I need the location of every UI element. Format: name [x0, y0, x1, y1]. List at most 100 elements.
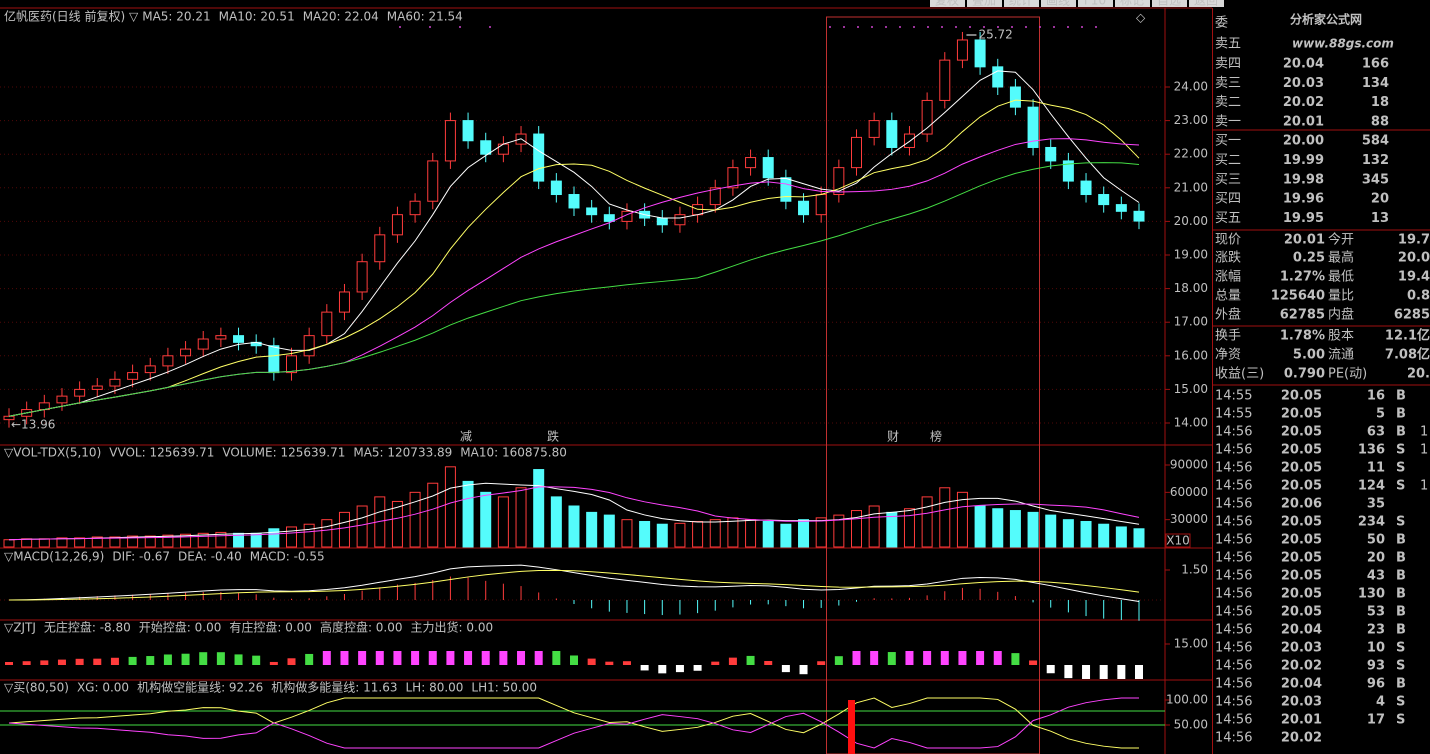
toolbar-label: 标记: [1120, 0, 1144, 8]
quote-label: 内盘: [1328, 307, 1354, 323]
candle-body: [91, 385, 103, 390]
candle-body: [127, 372, 139, 380]
candle-body: [1115, 204, 1127, 212]
signal-dot: [899, 26, 901, 28]
trade-time: 14:56: [1215, 497, 1252, 512]
book-volume: 134: [1362, 76, 1389, 91]
trade-price: 20.05: [1281, 605, 1322, 620]
candle-body: [709, 187, 721, 206]
trade-price: 20.05: [1281, 551, 1322, 566]
toolbar-button[interactable]: [1115, 0, 1150, 7]
toolbar-button[interactable]: [930, 0, 965, 7]
y-tick-label: 21.00: [1174, 180, 1208, 194]
y-tick-label: 23.00: [1174, 113, 1208, 127]
trade-extra: 1: [1420, 425, 1428, 440]
book-label: 卖五: [1215, 37, 1241, 52]
volume-bar: [74, 537, 86, 548]
candle-body: [180, 348, 192, 357]
book-price: 20.04: [1283, 57, 1324, 72]
book-price: 20.00: [1283, 134, 1324, 149]
zjtj-bar: [216, 652, 225, 665]
zjtj-bar: [428, 651, 437, 665]
trade-side: B: [1396, 425, 1406, 440]
volume-bar: [921, 496, 933, 548]
legend-item: MA5: 120733.89: [353, 446, 452, 460]
signal-dot: [489, 26, 491, 28]
trade-price: 20.05: [1281, 479, 1322, 494]
trade-volume: 23: [1367, 623, 1385, 638]
volume-bar: [745, 519, 757, 548]
signal-dot: [1053, 26, 1055, 28]
trade-time: 14:56: [1215, 713, 1252, 728]
volume-bar: [727, 517, 739, 548]
volume-bar: [338, 511, 350, 548]
volume-bar: [427, 482, 439, 548]
trade-side: B: [1396, 551, 1406, 566]
volume-bar: [21, 538, 33, 548]
zjtj-bar: [658, 665, 667, 674]
volume-bar: [639, 520, 651, 548]
dea-line: [8, 569, 1140, 601]
candle-body: [939, 59, 951, 101]
volume-bar: [515, 487, 527, 548]
volume-bar: [533, 469, 545, 548]
candle-body: [798, 200, 810, 216]
candle-body: [444, 120, 456, 162]
trade-volume: 93: [1367, 659, 1385, 674]
volume-bar: [497, 496, 509, 548]
legend-item: VVOL: 125639.71: [109, 446, 214, 460]
candle-body: [480, 140, 492, 155]
zjtj-bar: [534, 651, 543, 665]
legend-item: 机构做多能量线: 11.63: [271, 680, 397, 695]
zjtj-bar: [358, 651, 367, 665]
toolbar-button[interactable]: [1041, 0, 1076, 7]
trade-volume: 20: [1367, 551, 1385, 566]
volume-bar: [109, 536, 121, 548]
book-volume: 18: [1371, 95, 1389, 110]
zjtj-bar: [93, 658, 102, 665]
legend-item: DEA: -0.40: [178, 550, 242, 564]
volume-bar: [798, 519, 810, 548]
y-tick-label: 19.00: [1174, 248, 1208, 262]
toolbar-button[interactable]: [1152, 0, 1187, 7]
candle-body: [603, 214, 615, 222]
book-volume: 132: [1362, 153, 1389, 168]
toolbar-button[interactable]: [1078, 0, 1113, 7]
candle-body: [903, 133, 915, 148]
candle-body: [391, 214, 403, 236]
volume-bar: [444, 466, 456, 548]
zjtj-bar: [605, 661, 614, 665]
long-line: [8, 697, 1139, 749]
zjtj-bar: [305, 653, 314, 665]
candle-body: [1098, 194, 1110, 206]
volume-bar: [127, 535, 139, 548]
quote-value: 0.790: [1284, 367, 1325, 382]
zjtj-bar: [1117, 665, 1126, 679]
trade-volume: 17: [1367, 713, 1385, 728]
y-tick-label: 15.00: [1174, 637, 1208, 651]
zjtj-bar: [940, 651, 949, 665]
volume-bar: [868, 505, 880, 548]
candle-body: [1062, 160, 1074, 182]
quote-label: 收益(三): [1215, 367, 1264, 382]
legend-item: MA20: 22.04: [303, 10, 379, 24]
y-tick-label: 50.00: [1174, 718, 1208, 732]
volume-bar: [568, 505, 580, 548]
zjtj-bar: [675, 665, 684, 673]
book-volume: 584: [1362, 134, 1389, 149]
zjtj-bar: [5, 662, 13, 665]
legend-item: VOLUME: 125639.71: [222, 446, 345, 460]
toolbar-button[interactable]: [1189, 0, 1224, 7]
trade-price: 20.05: [1281, 425, 1322, 440]
trade-volume: 43: [1367, 569, 1385, 584]
toolbar-button[interactable]: [1004, 0, 1039, 7]
zjtj-bar: [570, 655, 578, 665]
zjtj-bar: [923, 651, 932, 665]
quote-value: 6285: [1394, 308, 1430, 323]
zjtj-bar: [57, 659, 66, 665]
toolbar-button[interactable]: [967, 0, 1002, 7]
trade-price: 20.04: [1281, 623, 1322, 638]
trade-side: S: [1396, 695, 1405, 710]
zjtj-bar: [163, 654, 172, 665]
